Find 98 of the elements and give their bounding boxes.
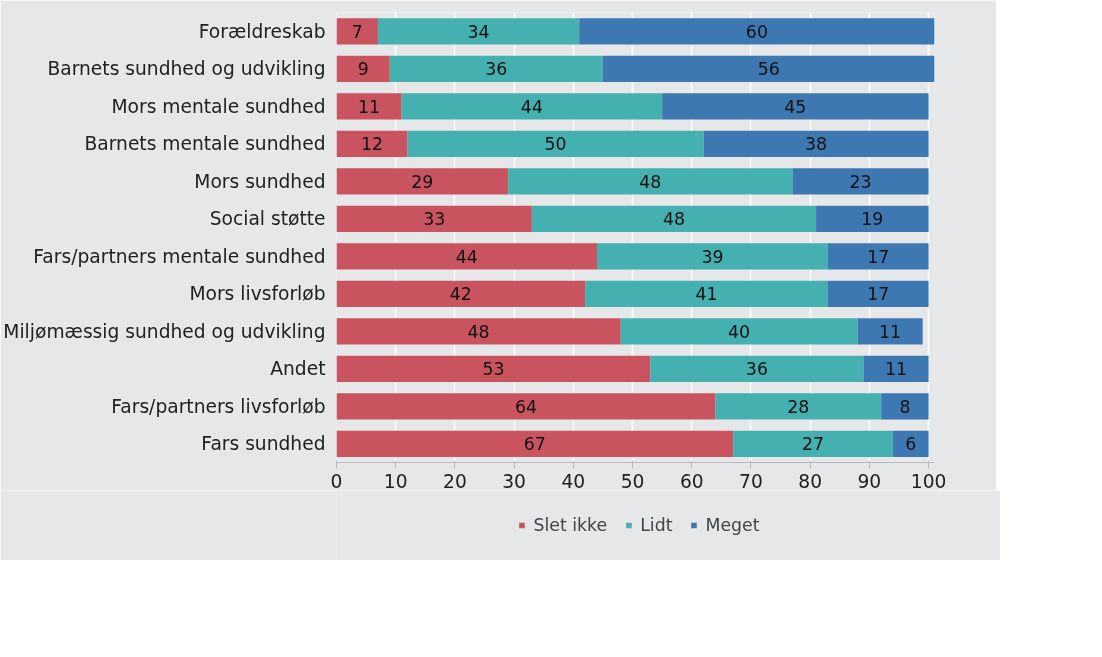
bar — [863, 355, 929, 382]
x-tick-label: 80 — [798, 470, 823, 492]
bar — [336, 55, 390, 82]
bar — [336, 430, 734, 457]
x-tick-label: 50 — [620, 470, 645, 492]
data-label: 53 — [482, 359, 505, 380]
legend-label: Slet ikke — [533, 515, 608, 535]
bar — [620, 318, 858, 345]
data-label: 28 — [787, 396, 810, 417]
bar — [407, 130, 704, 157]
data-label: 8 — [899, 396, 911, 417]
y-tick-label: Fars/partners mentale sundhed — [33, 245, 326, 267]
bar — [508, 168, 793, 195]
data-label: 48 — [639, 171, 662, 192]
legend-label: Meget — [705, 515, 760, 535]
x-tick-label: 100 — [910, 470, 947, 492]
data-label: 7 — [351, 21, 363, 42]
data-label: 42 — [449, 284, 472, 305]
y-tick-label: Andet — [270, 358, 326, 380]
y-tick-label: Mors livsforløb — [189, 283, 326, 305]
data-label: 12 — [361, 134, 384, 155]
bar — [602, 55, 935, 82]
bar — [827, 243, 929, 270]
x-tick-label: 90 — [857, 470, 882, 492]
bar — [857, 318, 923, 345]
data-label: 29 — [411, 171, 434, 192]
data-label: 19 — [861, 209, 884, 230]
data-label: 27 — [802, 434, 825, 455]
x-tick-label: 0 — [330, 470, 343, 492]
bar — [662, 93, 929, 120]
x-tick-label: 20 — [443, 470, 467, 492]
bar — [597, 243, 828, 270]
data-label: 17 — [867, 284, 890, 305]
data-label: 39 — [701, 246, 724, 267]
data-label: 33 — [423, 209, 446, 230]
bar — [336, 243, 598, 270]
data-label: 67 — [523, 434, 546, 455]
x-tick-label: 70 — [739, 470, 763, 492]
y-tick-label: Fars sundhed — [201, 433, 326, 455]
bar — [881, 393, 929, 420]
bar — [827, 280, 929, 307]
y-tick-label: Miljømæssig sundhed og udvikling — [3, 320, 326, 342]
data-label: 11 — [884, 359, 908, 380]
bar — [401, 93, 663, 120]
data-label: 41 — [695, 284, 718, 305]
bar — [733, 430, 894, 457]
bar — [336, 318, 621, 345]
bar — [336, 355, 651, 382]
bar — [336, 18, 378, 45]
data-label: 6 — [905, 434, 917, 455]
data-label: 48 — [662, 209, 686, 230]
bar — [336, 280, 586, 307]
bar — [703, 130, 929, 157]
bar — [585, 280, 828, 307]
data-label: 17 — [867, 246, 890, 267]
data-label: 45 — [784, 96, 807, 117]
x-tick-label: 60 — [679, 470, 704, 492]
data-label: 56 — [757, 59, 780, 80]
bar — [650, 355, 864, 382]
data-label: 60 — [745, 21, 768, 42]
bar — [389, 55, 603, 82]
data-label: 11 — [358, 96, 381, 117]
bar — [336, 93, 402, 120]
y-tick-label: Forældreskab — [198, 20, 326, 42]
x-tick-label: 10 — [383, 470, 408, 492]
data-label: 36 — [485, 59, 508, 80]
bar — [816, 205, 929, 232]
bar — [579, 18, 935, 45]
y-tick-label: Barnets mentale sundhed — [84, 133, 326, 155]
bar — [531, 205, 817, 232]
bar — [792, 168, 929, 195]
data-label: 40 — [728, 321, 751, 342]
bar — [336, 393, 716, 420]
y-tick-label: Fars/partners livsforløb — [111, 395, 326, 417]
legend-label: Lidt — [640, 515, 673, 535]
data-label: 23 — [849, 171, 872, 192]
bar — [336, 130, 408, 157]
y-tick-label: Social støtte — [209, 208, 326, 230]
bar — [715, 393, 882, 420]
bar — [336, 205, 532, 232]
bar — [336, 168, 509, 195]
y-tick-label: Barnets sundhed og udvikling — [47, 58, 326, 80]
data-label: 44 — [520, 96, 543, 117]
y-tick-label: Mors sundhed — [194, 170, 326, 192]
data-label: 9 — [357, 59, 369, 80]
data-label: 50 — [544, 134, 567, 155]
data-label: 11 — [879, 321, 902, 342]
bar — [377, 18, 580, 45]
data-label: 36 — [745, 359, 768, 380]
data-label: 38 — [805, 134, 828, 155]
x-tick-label: 30 — [502, 470, 526, 492]
data-label: 34 — [467, 21, 490, 42]
data-label: 64 — [514, 396, 537, 417]
bar — [893, 430, 929, 457]
data-label: 44 — [455, 246, 478, 267]
y-tick-label: Mors mentale sundhed — [111, 95, 326, 117]
x-tick-label: 40 — [561, 470, 586, 492]
data-label: 48 — [467, 321, 490, 342]
